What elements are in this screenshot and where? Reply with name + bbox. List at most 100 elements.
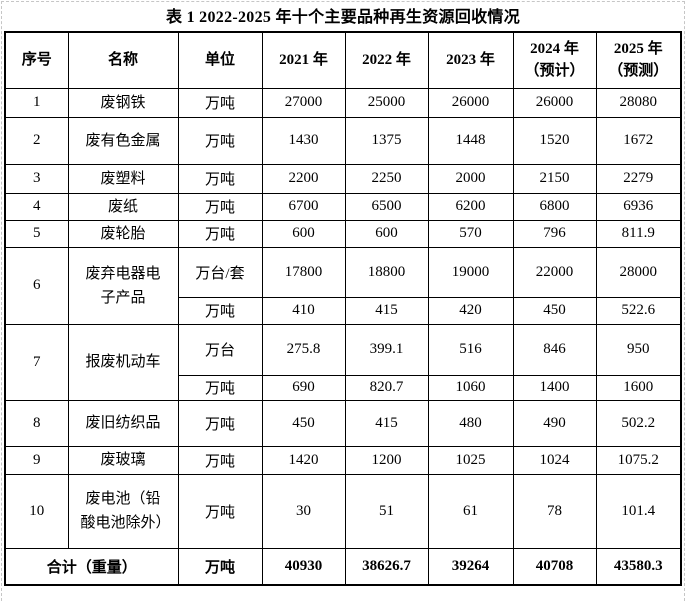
header-unit: 单位 xyxy=(177,31,263,89)
cell-value: 51 xyxy=(344,473,429,549)
total-value: 38626.7 xyxy=(344,547,429,586)
cell-name: 废玻璃 xyxy=(67,445,179,475)
header-row: 序号 名称 单位 2021 年 2022 年 2023 年 2024 年 （预计… xyxy=(4,31,682,89)
cell-value: 18800 xyxy=(344,246,429,298)
cell-value: 2150 xyxy=(512,163,597,194)
cell-no: 8 xyxy=(4,399,69,447)
cell-value: 6700 xyxy=(261,192,346,221)
cell-unit: 万吨 xyxy=(177,87,263,118)
cell-value: 480 xyxy=(427,399,514,447)
cell-value: 1024 xyxy=(512,445,597,475)
cell-value: 1200 xyxy=(344,445,429,475)
table-row: 2 废有色金属 万吨 1430 1375 1448 1520 1672 xyxy=(4,116,682,165)
cell-name: 废塑料 xyxy=(67,163,179,194)
cell-value: 2279 xyxy=(595,163,682,194)
table-row: 7 报废机动车 万台 275.8 399.1 516 846 950 xyxy=(4,323,682,401)
cell-value: 450 xyxy=(261,399,346,447)
table-title: 表 1 2022-2025 年十个主要品种再生资源回收情况 xyxy=(165,9,521,26)
cell-value: 28080 xyxy=(595,87,682,118)
cell-unit: 万吨 xyxy=(177,374,263,401)
cell-value: 25000 xyxy=(344,87,429,118)
header-2025-year: 2025 年 xyxy=(613,40,663,57)
cell-value: 516 xyxy=(427,323,514,376)
table-row: 4 废纸 万吨 6700 6500 6200 6800 6936 xyxy=(4,192,682,221)
total-value: 43580.3 xyxy=(595,547,682,586)
cell-value: 1448 xyxy=(427,116,514,165)
header-2023: 2023 年 xyxy=(427,31,514,89)
cell-value: 78 xyxy=(512,473,597,549)
cell-no: 9 xyxy=(4,445,69,475)
table-row: 1 废钢铁 万吨 27000 25000 26000 26000 28080 xyxy=(4,87,682,118)
cell-name: 废电池（铅酸电池除外） xyxy=(67,473,179,549)
cell-unit: 万吨 xyxy=(177,473,263,549)
cell-unit: 万吨 xyxy=(177,116,263,165)
cell-unit: 万吨 xyxy=(177,219,263,248)
cell-value: 1075.2 xyxy=(595,445,682,475)
cell-value: 2200 xyxy=(261,163,346,194)
total-label: 合计（重量） xyxy=(4,547,179,586)
table-row: 6 废弃电器电子产品 万台/套 17800 18800 19000 22000 … xyxy=(4,246,682,325)
header-2025: 2025 年 （预测） xyxy=(595,31,682,89)
cell-no: 6 xyxy=(4,246,69,325)
cell-unit: 万吨 xyxy=(177,296,263,325)
cell-value: 410 xyxy=(261,296,346,325)
cell-value: 2250 xyxy=(344,163,429,194)
cell-name: 废轮胎 xyxy=(67,219,179,248)
cell-no: 10 xyxy=(4,473,69,549)
cell-no: 4 xyxy=(4,192,69,221)
total-value: 39264 xyxy=(427,547,514,586)
cell-unit: 万台/套 xyxy=(177,246,263,298)
table-row: 9 废玻璃 万吨 1420 1200 1025 1024 1075.2 xyxy=(4,445,682,475)
cell-value: 26000 xyxy=(512,87,597,118)
cell-value: 450 xyxy=(512,296,597,325)
cell-value: 101.4 xyxy=(595,473,682,549)
cell-value: 30 xyxy=(261,473,346,549)
cell-value: 490 xyxy=(512,399,597,447)
total-value: 40708 xyxy=(512,547,597,586)
header-2022: 2022 年 xyxy=(344,31,429,89)
cell-value: 796 xyxy=(512,219,597,248)
cell-value: 1400 xyxy=(512,374,597,401)
cell-value: 1600 xyxy=(595,374,682,401)
cell-value: 600 xyxy=(344,219,429,248)
table-row: 10 废电池（铅酸电池除外） 万吨 30 51 61 78 101.4 xyxy=(4,473,682,549)
cell-name: 废弃电器电子产品 xyxy=(67,246,179,325)
cell-value: 27000 xyxy=(261,87,346,118)
table-row: 8 废旧纺织品 万吨 450 415 480 490 502.2 xyxy=(4,399,682,447)
cell-value: 6800 xyxy=(512,192,597,221)
cell-value: 950 xyxy=(595,323,682,376)
table-row: 3 废塑料 万吨 2200 2250 2000 2150 2279 xyxy=(4,163,682,194)
cell-value: 61 xyxy=(427,473,514,549)
header-name: 名称 xyxy=(67,31,179,89)
cell-value: 6500 xyxy=(344,192,429,221)
cell-value: 415 xyxy=(344,296,429,325)
cell-value: 1420 xyxy=(261,445,346,475)
cell-name: 废纸 xyxy=(67,192,179,221)
cell-value: 846 xyxy=(512,323,597,376)
recycling-table: 序号 名称 单位 2021 年 2022 年 2023 年 2024 年 （预计… xyxy=(4,31,682,586)
total-value: 40930 xyxy=(261,547,346,586)
cell-value: 690 xyxy=(261,374,346,401)
cell-value: 1375 xyxy=(344,116,429,165)
table-row: 5 废轮胎 万吨 600 600 570 796 811.9 xyxy=(4,219,682,248)
cell-name: 废有色金属 xyxy=(67,116,179,165)
header-2024-note: （预计） xyxy=(524,63,585,80)
cell-no: 7 xyxy=(4,323,69,401)
cell-name: 废钢铁 xyxy=(67,87,179,118)
cell-value: 6936 xyxy=(595,192,682,221)
cell-unit: 万吨 xyxy=(177,163,263,194)
cell-no: 5 xyxy=(4,219,69,248)
cell-value: 820.7 xyxy=(344,374,429,401)
cell-value: 26000 xyxy=(427,87,514,118)
cell-value: 1430 xyxy=(261,116,346,165)
cell-unit: 万吨 xyxy=(177,445,263,475)
cell-value: 600 xyxy=(261,219,346,248)
cell-value: 28000 xyxy=(595,246,682,298)
cell-no: 1 xyxy=(4,87,69,118)
cell-unit: 万吨 xyxy=(177,399,263,447)
cell-value: 415 xyxy=(344,399,429,447)
cell-value: 6200 xyxy=(427,192,514,221)
total-unit: 万吨 xyxy=(177,547,263,586)
cell-value: 570 xyxy=(427,219,514,248)
header-2021: 2021 年 xyxy=(261,31,346,89)
